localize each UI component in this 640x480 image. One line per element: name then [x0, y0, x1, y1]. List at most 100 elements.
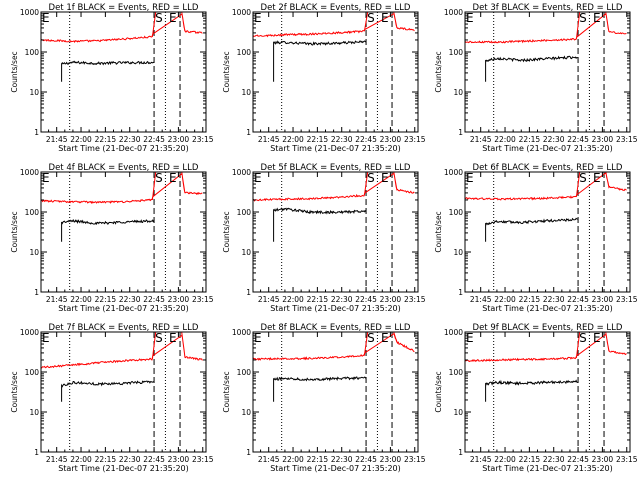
marker-letter: E [466, 171, 474, 185]
x-tick-label: 23:00 [168, 295, 190, 304]
x-tick-label: 22:15 [307, 295, 329, 304]
panel-title: Det 8f BLACK = Events, RED = LLD [261, 323, 411, 333]
panel-title: Det 7f BLACK = Events, RED = LLD [49, 323, 199, 333]
y-tick-label: 1 [246, 128, 251, 137]
lld-series-line [40, 331, 203, 369]
x-tick-label: 23:00 [592, 295, 614, 304]
x-tick-label: 22:45 [567, 295, 589, 304]
axes-frame [40, 171, 207, 293]
x-axis-label: Start Time (21-Dec-07 21:35:20) [482, 304, 613, 313]
x-tick-label: 22:15 [95, 455, 117, 464]
panel-det-6f: Det 6f BLACK = Events, RED = LLD 1 10 100 10… [434, 163, 638, 313]
marker-letter: E [381, 11, 389, 25]
marker-letter: S [367, 171, 375, 185]
axes-frame [464, 11, 631, 133]
y-tick-label: 10 [453, 88, 463, 97]
marker-letter: S [579, 331, 587, 345]
lld-series-line [40, 171, 203, 204]
y-axis-label: Counts/sec [434, 371, 443, 412]
panel-det-5f: Det 5f BLACK = Events, RED = LLD 1 10 100 10… [222, 163, 426, 313]
axes-frame [40, 331, 207, 453]
x-tick-label: 22:15 [519, 135, 541, 144]
axes-frame [40, 11, 207, 133]
panel-title: Det 5f BLACK = Events, RED = LLD [261, 163, 411, 173]
y-tick-label: 1000 [20, 168, 39, 177]
y-tick-label: 10 [241, 408, 251, 417]
x-axis-label: Start Time (21-Dec-07 21:35:20) [270, 144, 401, 153]
x-tick-label: 22:30 [543, 455, 565, 464]
panel-det-1f: Det 1f BLACK = Events, RED = LLD 1 10 100 10… [10, 3, 214, 153]
y-tick-label: 1000 [20, 328, 39, 337]
marker-letter: E [593, 11, 601, 25]
y-tick-label: 10 [241, 88, 251, 97]
x-tick-label: 22:30 [331, 455, 353, 464]
x-tick-label: 22:00 [282, 455, 304, 464]
y-tick-label: 10 [453, 408, 463, 417]
marker-letter: S [155, 331, 163, 345]
marker-letter: E [593, 331, 601, 345]
x-tick-label: 23:15 [616, 135, 638, 144]
x-tick-label: 22:15 [519, 455, 541, 464]
x-tick-label: 23:15 [404, 295, 426, 304]
y-tick-label: 1 [458, 128, 463, 137]
x-tick-label: 22:45 [143, 455, 165, 464]
x-tick-label: 22:45 [355, 455, 377, 464]
marker-letter: S [579, 171, 587, 185]
events-series-line [61, 60, 154, 82]
y-tick-label: 1000 [444, 168, 463, 177]
lld-series-line [464, 11, 627, 44]
y-tick-label: 100 [25, 48, 40, 57]
y-tick-label: 1 [458, 288, 463, 297]
panel-title: Det 4f BLACK = Events, RED = LLD [49, 163, 199, 173]
events-series-line [485, 217, 578, 242]
y-tick-label: 1000 [444, 328, 463, 337]
x-tick-label: 22:00 [494, 455, 516, 464]
lld-series-line [464, 331, 627, 363]
marker-letter: E [254, 11, 262, 25]
x-tick-label: 23:00 [168, 455, 190, 464]
marker-letter: E [381, 331, 389, 345]
y-tick-label: 1 [458, 448, 463, 457]
y-axis-label: Counts/sec [222, 371, 231, 412]
x-axis-label: Start Time (21-Dec-07 21:35:20) [58, 464, 189, 473]
x-tick-label: 21:45 [258, 135, 280, 144]
panel-det-4f: Det 4f BLACK = Events, RED = LLD 1 10 100 10… [10, 163, 214, 313]
events-series-line [485, 55, 578, 82]
y-tick-label: 10 [241, 248, 251, 257]
axes-frame [464, 171, 631, 293]
panel-det-3f: Det 3f BLACK = Events, RED = LLD 1 10 100 10… [434, 3, 638, 153]
y-tick-label: 1 [34, 288, 39, 297]
marker-letter: S [155, 171, 163, 185]
x-tick-label: 22:15 [307, 135, 329, 144]
events-series-line [273, 376, 367, 402]
lld-series-line [464, 171, 627, 201]
x-tick-label: 23:15 [192, 455, 214, 464]
y-tick-label: 100 [25, 368, 40, 377]
axes-frame [464, 331, 631, 453]
y-tick-label: 1 [246, 288, 251, 297]
x-tick-label: 22:45 [143, 295, 165, 304]
marker-letter: E [254, 171, 262, 185]
x-tick-label: 21:45 [470, 135, 492, 144]
marker-letter: E [169, 11, 177, 25]
panel-det-7f: Det 7f BLACK = Events, RED = LLD 1 10 100 10… [10, 323, 214, 473]
x-tick-label: 23:15 [192, 135, 214, 144]
x-tick-label: 23:00 [380, 455, 402, 464]
y-tick-label: 1000 [232, 168, 251, 177]
y-tick-label: 1000 [232, 328, 251, 337]
marker-letter: E [254, 331, 262, 345]
axes-frame [252, 171, 419, 293]
x-tick-label: 22:00 [70, 455, 92, 464]
lld-series-line [40, 11, 203, 43]
y-axis-label: Counts/sec [222, 211, 231, 252]
x-tick-label: 22:45 [143, 135, 165, 144]
x-tick-label: 22:00 [70, 295, 92, 304]
x-tick-label: 23:00 [380, 295, 402, 304]
x-tick-label: 22:45 [355, 135, 377, 144]
y-tick-label: 1000 [20, 8, 39, 17]
y-axis-label: Counts/sec [10, 371, 19, 412]
x-tick-label: 22:30 [119, 135, 141, 144]
y-tick-label: 1 [34, 128, 39, 137]
x-tick-label: 22:30 [543, 295, 565, 304]
